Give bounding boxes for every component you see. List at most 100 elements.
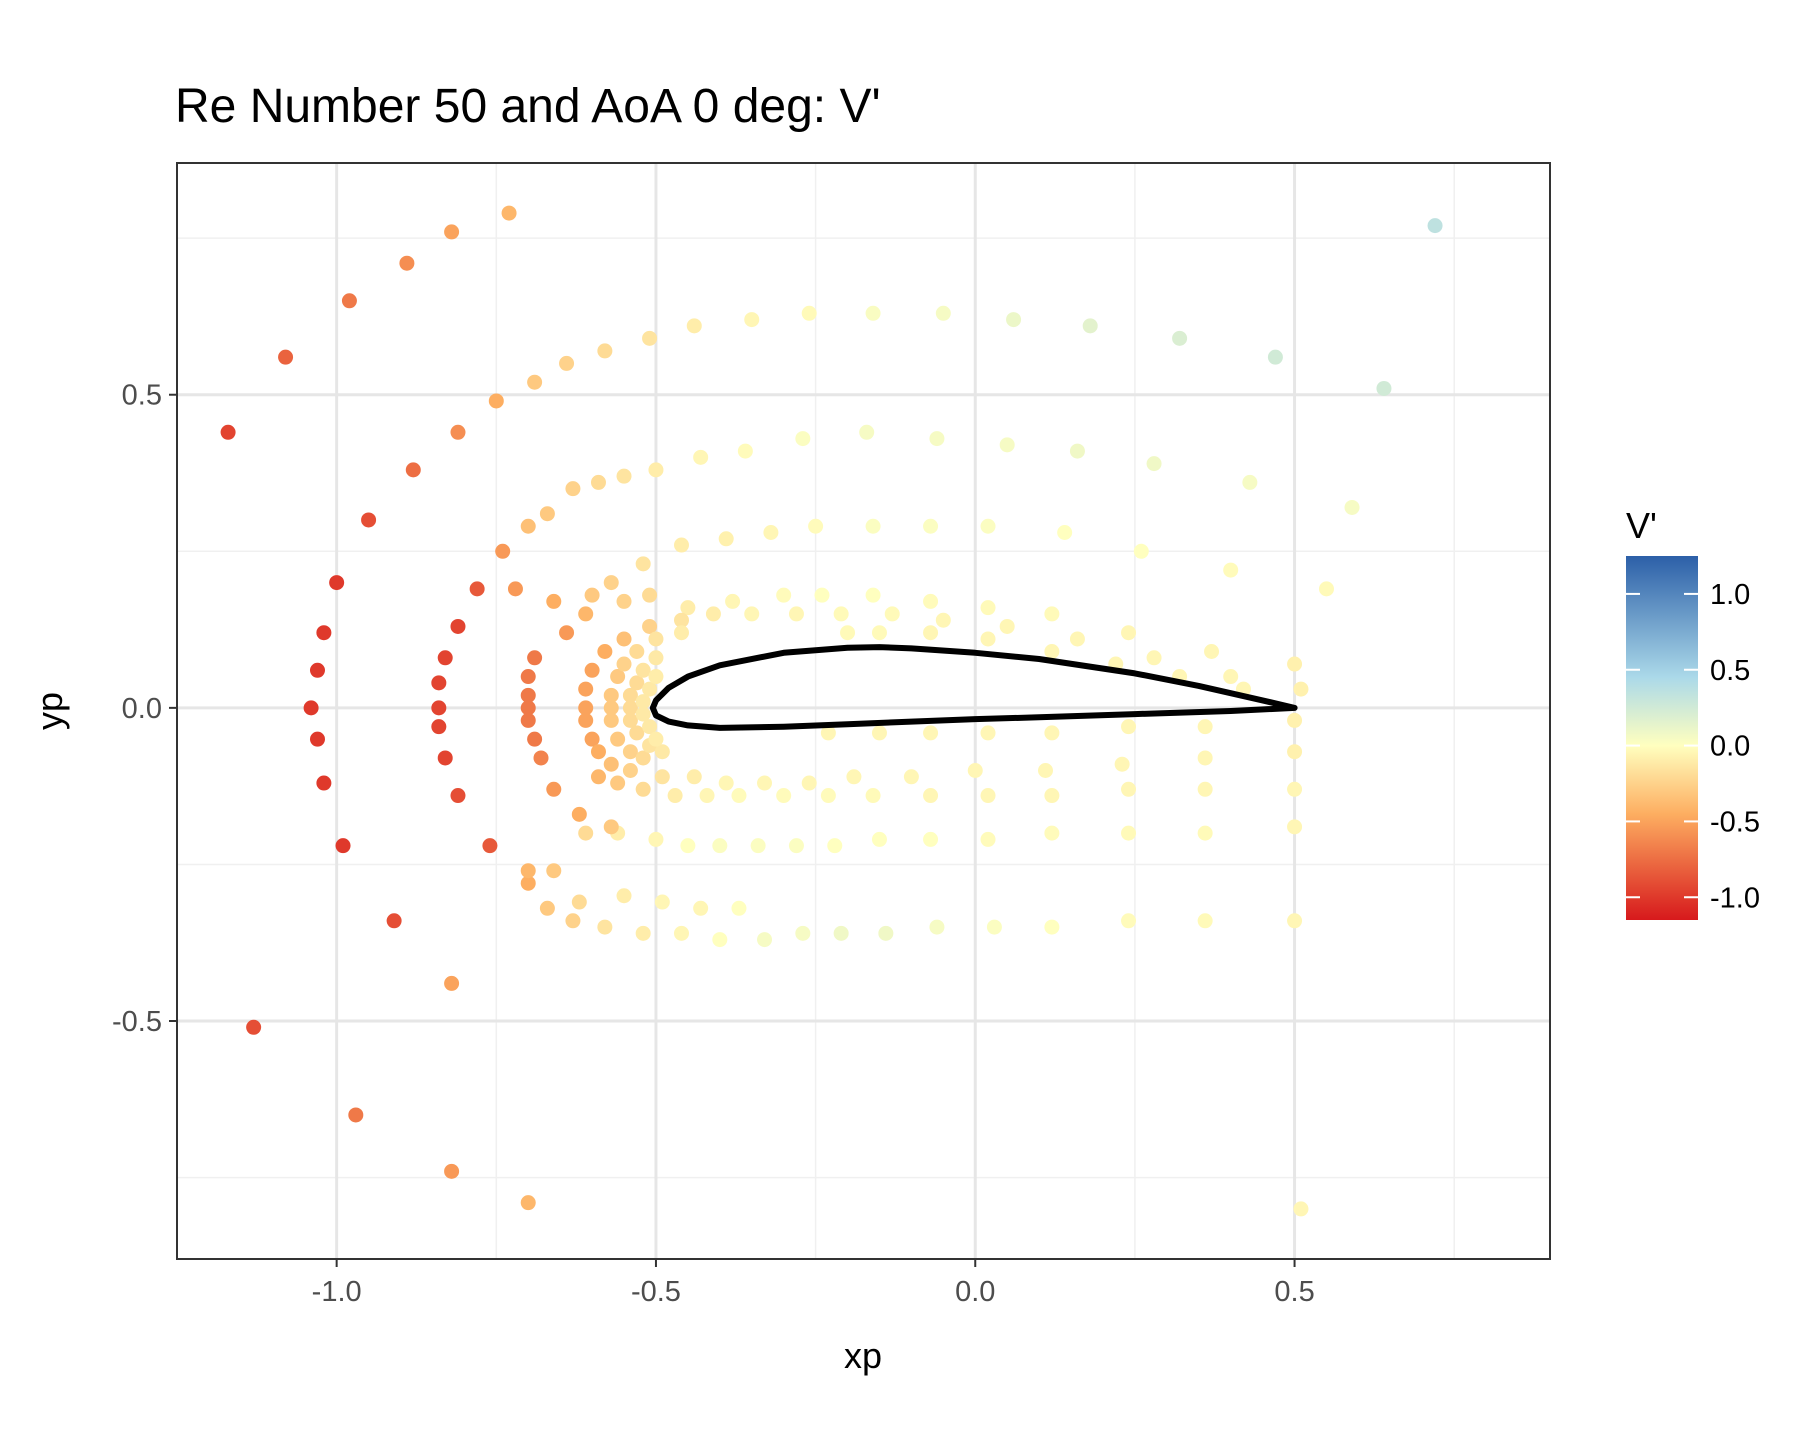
data-point bbox=[635, 706, 651, 722]
data-point bbox=[520, 700, 536, 716]
data-point bbox=[405, 462, 421, 478]
data-point bbox=[705, 606, 721, 622]
data-point bbox=[590, 744, 606, 760]
data-point bbox=[731, 788, 747, 804]
data-point bbox=[1082, 318, 1098, 334]
data-point bbox=[718, 775, 734, 791]
data-point bbox=[559, 625, 575, 641]
data-point bbox=[795, 925, 811, 941]
data-point bbox=[622, 762, 638, 778]
data-point bbox=[1427, 218, 1443, 234]
data-point bbox=[1121, 625, 1137, 641]
data-point bbox=[584, 662, 600, 678]
data-point bbox=[431, 719, 447, 735]
panel-background bbox=[177, 163, 1550, 1259]
data-point bbox=[622, 712, 638, 728]
data-point bbox=[635, 556, 651, 572]
data-point bbox=[884, 606, 900, 622]
data-point bbox=[546, 593, 562, 609]
plot-panel bbox=[176, 162, 1551, 1260]
data-point bbox=[501, 205, 517, 221]
x-axis-ticks: -1.0 -0.5 0.0 0.5 bbox=[312, 1259, 1315, 1308]
data-point bbox=[648, 831, 664, 847]
data-point bbox=[999, 437, 1015, 453]
data-point bbox=[1287, 712, 1303, 728]
data-point bbox=[1197, 719, 1213, 735]
data-point bbox=[680, 600, 696, 616]
data-point bbox=[923, 625, 939, 641]
y-axis-title: yp bbox=[29, 692, 70, 730]
data-point bbox=[616, 593, 632, 609]
data-point bbox=[999, 618, 1015, 634]
data-point bbox=[1197, 913, 1213, 929]
airfoil-outline bbox=[649, 644, 1298, 731]
y-tick-label: 0.5 bbox=[122, 380, 162, 412]
data-point bbox=[757, 932, 773, 948]
data-point bbox=[980, 831, 996, 847]
data-point bbox=[750, 838, 766, 854]
data-point bbox=[642, 618, 658, 634]
data-point bbox=[603, 712, 619, 728]
data-point bbox=[507, 581, 523, 597]
data-point bbox=[278, 349, 294, 365]
data-point bbox=[482, 838, 498, 854]
x-tick-label: 0.5 bbox=[1274, 1276, 1314, 1308]
data-point bbox=[1044, 606, 1060, 622]
data-point bbox=[629, 725, 645, 741]
data-point bbox=[571, 894, 587, 910]
data-point bbox=[488, 393, 504, 409]
data-point bbox=[865, 518, 881, 534]
data-point bbox=[1287, 781, 1303, 797]
data-point bbox=[520, 1195, 536, 1211]
data-point bbox=[590, 474, 606, 490]
data-point bbox=[731, 900, 747, 916]
data-point bbox=[622, 744, 638, 760]
data-point bbox=[533, 750, 549, 766]
data-point bbox=[635, 781, 651, 797]
data-point bbox=[980, 725, 996, 741]
data-point bbox=[1267, 349, 1283, 365]
data-point bbox=[833, 606, 849, 622]
data-point bbox=[584, 587, 600, 603]
data-point bbox=[744, 606, 760, 622]
data-point bbox=[871, 831, 887, 847]
data-point bbox=[520, 875, 536, 891]
data-point bbox=[1038, 762, 1054, 778]
data-point bbox=[712, 932, 728, 948]
colorbar-legend: V' 1.0 0.5 0.0 -0.5 -1.0 bbox=[1626, 505, 1760, 920]
data-point bbox=[1044, 725, 1060, 741]
legend-ticks: 1.0 0.5 0.0 -0.5 -1.0 bbox=[1626, 579, 1760, 914]
data-point bbox=[820, 788, 836, 804]
data-point bbox=[431, 675, 447, 691]
x-axis-title: xp bbox=[844, 1335, 882, 1376]
data-point bbox=[386, 913, 402, 929]
data-point bbox=[1172, 330, 1188, 346]
data-point bbox=[827, 838, 843, 854]
data-point bbox=[833, 925, 849, 941]
data-point bbox=[935, 612, 951, 628]
data-point bbox=[1223, 562, 1239, 578]
data-point bbox=[693, 449, 709, 465]
data-point bbox=[1287, 819, 1303, 835]
data-point bbox=[546, 781, 562, 797]
data-point bbox=[923, 725, 939, 741]
data-point bbox=[335, 838, 351, 854]
data-point bbox=[1133, 543, 1149, 559]
data-point bbox=[1044, 825, 1060, 841]
data-point bbox=[980, 518, 996, 534]
data-point bbox=[1044, 788, 1060, 804]
data-point bbox=[316, 625, 332, 641]
data-point bbox=[814, 587, 830, 603]
data-point bbox=[642, 681, 658, 697]
data-point bbox=[246, 1019, 262, 1035]
data-point bbox=[559, 355, 575, 371]
data-point bbox=[603, 819, 619, 835]
data-point bbox=[603, 575, 619, 591]
data-point bbox=[578, 712, 594, 728]
data-point bbox=[399, 255, 415, 271]
data-point bbox=[1069, 443, 1085, 459]
data-point bbox=[578, 606, 594, 622]
data-point bbox=[571, 806, 587, 822]
data-point bbox=[935, 305, 951, 321]
